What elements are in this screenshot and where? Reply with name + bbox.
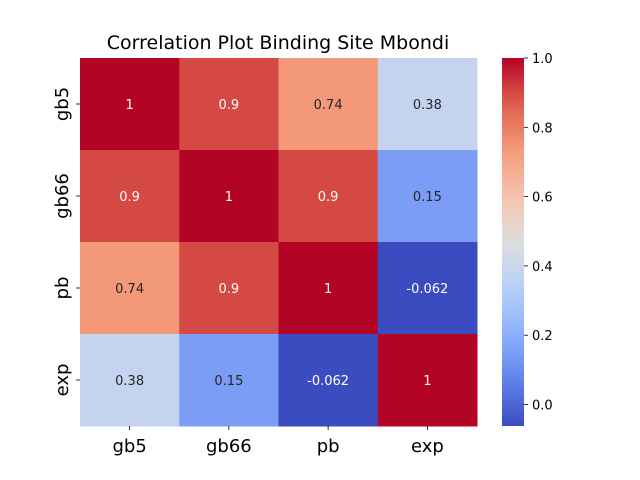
- colorbar-gradient: [502, 58, 524, 426]
- heatmap-cell-exp-pb: [278, 334, 379, 427]
- x-axis-ticks: gb5 gb66 pb exp: [112, 426, 444, 457]
- cell-annotation: 0.38: [413, 98, 442, 113]
- y-tick-label: exp: [52, 364, 73, 397]
- cell-annotation: 1: [125, 98, 133, 113]
- colorbar-tick-label: 0.8: [532, 121, 553, 136]
- y-axis-ticks: gb5 gb66 pb exp: [52, 87, 80, 397]
- cell-annotation: 0.9: [318, 190, 339, 205]
- x-tick-label: gb5: [112, 436, 146, 457]
- cell-annotation: 0.38: [115, 374, 144, 389]
- colorbar-tick-label: 0.2: [532, 329, 553, 344]
- colorbar-tick-label: 1.0: [532, 52, 553, 67]
- heatmap-cell-pb-exp: [377, 242, 478, 335]
- heatmap-cell-gb66-gb66: [179, 150, 279, 243]
- heatmap-cells: 1 0.9 0.74 0.38 0.9 1 0.9 0.15 0.74 0.9 1 -0.062 0.3…: [80, 58, 478, 427]
- colorbar-tick-label: 0.0: [532, 399, 553, 414]
- heatmap-cell-gb5-gb5: [80, 58, 180, 151]
- cell-annotation: 0.9: [119, 190, 140, 205]
- cell-annotation: 1: [324, 282, 332, 297]
- x-tick-label: pb: [317, 436, 340, 457]
- cell-annotation: 1: [423, 374, 431, 389]
- heatmap-cell-gb66-gb5: [80, 150, 180, 243]
- heatmap-cell-gb5-exp: [377, 58, 478, 151]
- heatmap-cell-exp-gb5: [80, 334, 180, 427]
- y-tick-label: pb: [52, 277, 73, 300]
- heatmap-cell-pb-gb66: [179, 242, 279, 335]
- heatmap-cell-gb5-gb66: [179, 58, 279, 151]
- y-tick-label: gb5: [52, 87, 73, 121]
- heatmap-cell-gb66-pb: [278, 150, 379, 243]
- y-tick-label: gb66: [52, 173, 73, 219]
- cell-annotation: 1: [225, 190, 233, 205]
- cell-annotation: -0.062: [307, 374, 349, 389]
- colorbar-tick-label: 0.6: [532, 191, 553, 206]
- cell-annotation: 0.9: [219, 98, 240, 113]
- x-tick-label: gb66: [206, 436, 252, 457]
- cell-annotation: 0.74: [314, 98, 343, 113]
- cell-annotation: 0.74: [115, 282, 144, 297]
- chart-title: Correlation Plot Binding Site Mbondi: [107, 32, 449, 54]
- heatmap-cell-exp-gb66: [179, 334, 279, 427]
- cell-annotation: 0.9: [219, 282, 240, 297]
- colorbar-tick-label: 0.4: [532, 260, 553, 275]
- cell-annotation: 0.15: [214, 374, 243, 389]
- colorbar: 0.0 0.2 0.4 0.6 0.8 1.0: [502, 52, 553, 426]
- heatmap-cell-gb66-exp: [377, 150, 478, 243]
- x-tick-label: exp: [411, 436, 444, 457]
- cell-annotation: -0.062: [406, 282, 448, 297]
- heatmap-cell-gb5-pb: [278, 58, 379, 151]
- heatmap-cell-pb-pb: [278, 242, 379, 335]
- heatmap-cell-exp-exp: [377, 334, 478, 427]
- heatmap-cell-pb-gb5: [80, 242, 180, 335]
- cell-annotation: 0.15: [413, 190, 442, 205]
